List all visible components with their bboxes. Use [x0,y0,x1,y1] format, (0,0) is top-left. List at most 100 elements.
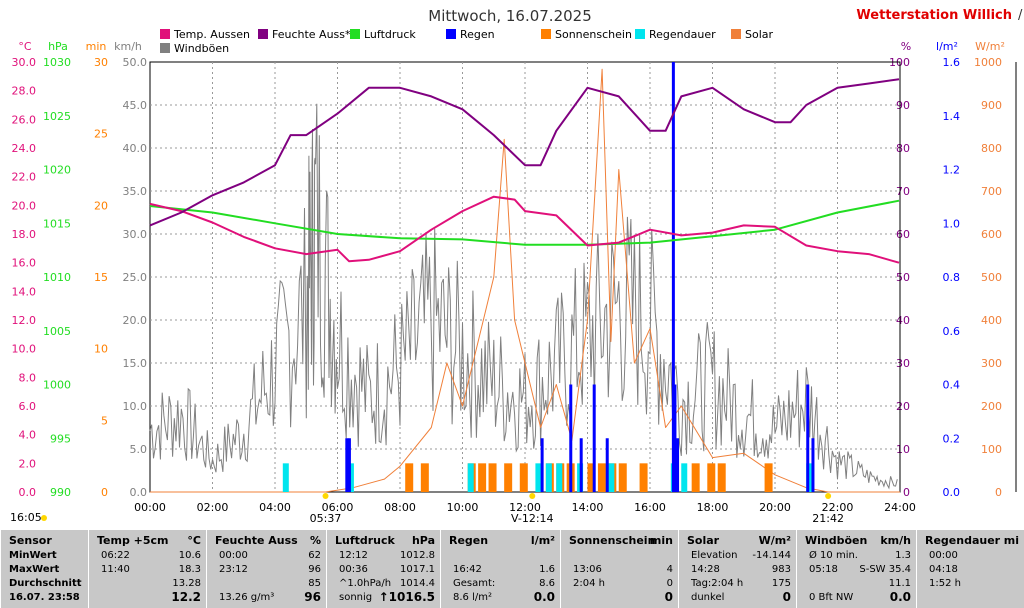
table-cell-value: 175 [771,578,791,589]
humidity-tick-label: 0 [903,486,910,499]
current-time-label: 16:05 [10,511,42,524]
temp-tick-label: 20.0 [12,199,37,212]
wind-tick-label: 0.0 [130,486,148,499]
legend-label: Regen [460,28,495,41]
table-column-header: Feuchte Auss [215,534,298,547]
table-column-header: Temp +5cm [97,534,169,547]
bar-regen [806,384,810,492]
table-cell-value: S-SW 35.4 [859,564,911,575]
time-tick-label: 14:00 [572,501,604,514]
rain-tick-label: 1.6 [943,56,961,69]
solar-tick-label: 300 [981,357,1002,370]
table-cell-value: 11.1 [888,578,911,589]
stats-table: Sensor MinWert MaxWert Durchschnitt 16.07. 2… [0,530,1024,608]
sunrise-time-label: 05:37 [310,512,342,525]
series-layer [149,62,900,493]
temp-tick-label: 2.0 [19,457,37,470]
rain-tick-label: 0.2 [943,432,961,445]
bar-regen [345,438,349,492]
bar-regen [676,438,680,492]
time-tick-label: 20:00 [759,501,791,514]
table-cell-value: 13.28 [172,578,201,589]
wind-tick-label: 20.0 [123,314,148,327]
sun-markers: 16:05 05:37 V-12:14 21:42 [10,493,844,525]
table-cell-value: 85 [308,578,321,589]
bar-regen [592,384,596,492]
table-cell-value: 18.3 [178,564,201,575]
table-cell-label: Elevation [691,550,738,561]
bar-regen [673,384,677,492]
table-cell-value: -14.144 [752,550,791,561]
legend-swatch [258,29,268,39]
bar-sonnenschein [504,463,513,492]
pressure-tick-label: 995 [50,432,71,445]
solar-tick-label: 1000 [974,56,1002,69]
solar-tick-label: 100 [981,443,1002,456]
solar-tick-label: 800 [981,142,1002,155]
left-axes: °C 30.0 28.0 26.0 24.0 22.0 20.0 18.0 16.0 14.0 12… [12,40,148,499]
solar-tick-label: 600 [981,228,1002,241]
bar-regendauer [556,463,563,492]
table-column: Regendauer mi 00:00 04:18 1:52 h [916,530,1024,608]
temp-tick-label: 14.0 [12,285,37,298]
bar-sonnenschein [717,463,726,492]
table-column: Sensor MinWert MaxWert Durchschnitt 16.07. 2… [0,530,89,608]
table-cell-label: 2:04 h [573,578,605,589]
wind-tick-label: 25.0 [123,271,148,284]
table-column-unit: W/m² [758,534,791,547]
legend-swatch [731,29,741,39]
humidity-tick-label: 30 [896,357,910,370]
temp-tick-label: 18.0 [12,228,37,241]
table-row-label: Durchschnitt [9,578,82,589]
table-cell-label: 8.6 l/m² [453,592,492,603]
table-cell-value: 1.6 [539,564,555,575]
legend-label: Sonnenschein [555,28,632,41]
time-tick-label: 02:00 [197,501,229,514]
legend-swatch [160,29,170,39]
bar-regen [811,438,815,492]
table-cell-value: 1012.8 [400,550,435,561]
humidity-tick-label: 50 [896,271,910,284]
bar-regen [605,438,609,492]
bar-sonnenschein [478,463,487,492]
table-row-label: MaxWert [9,564,60,575]
temp-tick-label: 26.0 [12,113,37,126]
noon-time-label: V-12:14 [511,512,554,525]
table-column-unit: °C [187,534,201,547]
wind-tick-label: 40.0 [123,142,148,155]
temp-tick-label: 4.0 [19,429,37,442]
table-column-unit: hPa [411,534,435,547]
bar-regendauer [282,463,289,492]
table-column-unit: km/h [880,534,911,547]
rain-tick-label: 1.0 [943,217,961,230]
bar-sonnenschein [639,463,648,492]
bar-regen [579,438,583,492]
wind-tick-label: 30.0 [123,228,148,241]
table-cell-label: 00:00 [219,550,248,561]
wind-tick-label: 45.0 [123,99,148,112]
table-cell-label: 04:18 [929,564,958,575]
next-day-title-fragment: / [1018,8,1023,23]
table-column-header: Regendauer [925,534,1001,547]
table-column-header: Sonnenschein [569,534,656,547]
table-cell-label: 0 Bft NW [809,592,854,603]
noon-marker-icon [529,493,536,499]
series-humidity [149,78,900,227]
minutes-tick-label: 10 [94,343,108,356]
table-column: Solar W/m² Elevation -14.144 14:28 983 Tag:2:0… [678,530,797,608]
table-cell-label: Gesamt: [453,578,496,589]
bar-regendauer [535,463,542,492]
bar-sonnenschein [597,463,606,492]
table-column-header: Solar [687,534,720,547]
temp-tick-label: 28.0 [12,85,37,98]
bar-sonnenschein [618,463,627,492]
solar-tick-label: 900 [981,99,1002,112]
time-tick-label: 22:00 [822,501,854,514]
bar-regendauer [467,463,474,492]
rain-axis-unit: l/m² [936,40,958,53]
bar-sonnenschein [691,463,700,492]
table-cell-value: ↑1016.5 [378,590,435,604]
table-cell-value: 1017.1 [400,564,435,575]
legend-swatch [541,29,551,39]
table-cell-value: 0 [666,578,673,589]
